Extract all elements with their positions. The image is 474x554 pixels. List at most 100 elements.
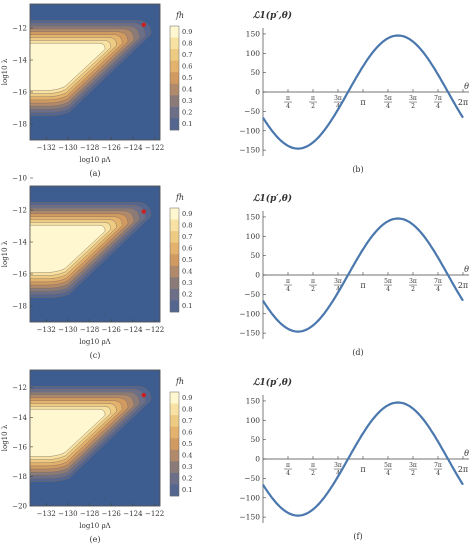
x-tick-label-den: 4 (436, 103, 440, 110)
legend-swatch (170, 461, 179, 474)
x-tick-label-num: 5π (384, 278, 392, 285)
legend-swatch (170, 265, 179, 278)
x-tick-label: 3π4 (334, 95, 342, 110)
x-tick-label-den: 4 (436, 286, 440, 293)
legend-tick-label: 0.8 (182, 221, 192, 229)
x-tick-label: −128 (80, 326, 99, 334)
legend-tick-label: 0.9 (182, 28, 192, 36)
y-tick-label: −14 (12, 239, 27, 247)
y-tick-label: 150 (246, 396, 261, 405)
x-tick-label-num: π (311, 462, 315, 469)
x-tick-label-den: 2 (411, 103, 415, 110)
x-tick-label-den: 4 (286, 103, 290, 110)
legend-tick-label: 0.8 (182, 39, 192, 47)
legend-swatch (170, 277, 179, 290)
y-tick-label: −150 (239, 146, 260, 155)
x-tick-label-den: 2 (411, 470, 415, 477)
x-tick-label-num: π (286, 278, 290, 285)
legend-swatch (170, 72, 179, 85)
x-tick-label: π4 (284, 278, 292, 293)
x-tick-label: 2π (458, 98, 468, 107)
y-tick-label: −12 (12, 25, 27, 33)
x-tick-label-num: 7π (434, 462, 442, 469)
y-tick-label: 0 (255, 88, 260, 97)
x-tick-label-den: 4 (336, 470, 340, 477)
y-tick-label: −10 (12, 175, 27, 183)
marker-point (141, 22, 146, 27)
x-tick-label: −126 (102, 510, 122, 518)
legend-tick-label: 0.3 (182, 97, 192, 105)
legend-swatch (170, 37, 179, 50)
y-tick-label: −16 (12, 443, 27, 451)
x-axis-label: log10 ρΛ (79, 338, 111, 346)
legend-swatch (170, 426, 179, 439)
panel-label: (a) (89, 169, 100, 178)
legend-tick-label: 0.4 (182, 452, 192, 460)
legend-swatch (170, 484, 179, 497)
x-tick-label: 2π (458, 281, 468, 290)
x-tick-label-num: 3π (409, 462, 417, 469)
legend-tick-label: 0.6 (182, 62, 192, 70)
x-axis-label: log10 ρΛ (79, 522, 111, 530)
legend-swatch (170, 242, 179, 255)
legend-tick-label: 0.7 (182, 51, 192, 59)
x-tick-label: π2 (309, 462, 317, 477)
y-tick-label: 50 (250, 68, 260, 77)
y-tick-label: −12 (12, 207, 27, 215)
panel-label: (c) (90, 351, 101, 360)
legend-tick-label: 0.6 (182, 244, 192, 252)
y-axis-label: log10 λ (1, 424, 9, 451)
contour-panel-a: −132 −130 −128 −126 −124 −122 −12 −14 −16 −18 log1… (1, 3, 192, 178)
x-tick-label: π4 (284, 462, 292, 477)
x-tick-label: −130 (58, 326, 77, 334)
x-tick-label: π (360, 465, 365, 474)
x-tick-label: 3π2 (409, 462, 417, 477)
x-tick-label: −122 (145, 144, 164, 152)
y-tick-label: 150 (246, 212, 261, 221)
x-tick-label: −122 (145, 510, 164, 518)
legend-swatch (170, 403, 179, 416)
legend-tick-label: 0.4 (182, 268, 192, 276)
y-tick-label: −150 (239, 329, 260, 338)
x-tick-label: −124 (123, 326, 143, 334)
y-axis-label: log10 λ (1, 58, 9, 85)
legend-swatch (170, 231, 179, 243)
y-tick-label: −100 (239, 309, 260, 318)
x-axis-label: θ (464, 82, 469, 91)
legend-tick-label: 0.2 (182, 291, 192, 299)
legend-tick-label: 0.6 (182, 428, 192, 436)
x-tick-label: −124 (123, 144, 143, 152)
legend-tick-label: 0.7 (182, 417, 192, 425)
legend-swatch (170, 415, 179, 427)
chart-title: ℒ1(p′,θ) (253, 193, 292, 204)
chart-title: ℒ1(p′,θ) (253, 377, 292, 388)
panel-label: (b) (352, 165, 363, 174)
x-tick-label-num: 3π (334, 278, 342, 285)
x-tick-label: −128 (80, 144, 99, 152)
x-tick-label: 5π4 (384, 95, 392, 110)
x-tick-label: −122 (145, 326, 164, 334)
panel-label: (e) (90, 535, 101, 544)
y-tick-label: 100 (246, 49, 261, 58)
contour-band (29, 225, 106, 273)
chart-title: ℒ1(p′,θ) (253, 10, 292, 21)
legend-tick-label: 0.5 (182, 256, 192, 264)
x-tick-label: π (360, 98, 365, 107)
legend-swatch (170, 118, 179, 131)
x-tick-label-den: 2 (311, 286, 315, 293)
legend-swatch (170, 300, 179, 313)
y-tick-label: −18 (12, 303, 27, 311)
y-tick-label: −18 (12, 121, 27, 129)
y-tick-label: −14 (12, 57, 27, 65)
y-tick-label: −50 (244, 107, 260, 116)
y-tick-label: 100 (246, 232, 261, 241)
x-tick-label-num: π (286, 462, 290, 469)
x-tick-label: 3π2 (409, 95, 417, 110)
x-tick-label: −124 (123, 510, 143, 518)
y-tick-label: −18 (12, 473, 27, 481)
x-tick-label: 7π4 (434, 278, 442, 293)
legend-frame (169, 391, 180, 497)
y-tick-label: −50 (244, 474, 260, 483)
x-tick-label-num: 5π (384, 95, 392, 102)
